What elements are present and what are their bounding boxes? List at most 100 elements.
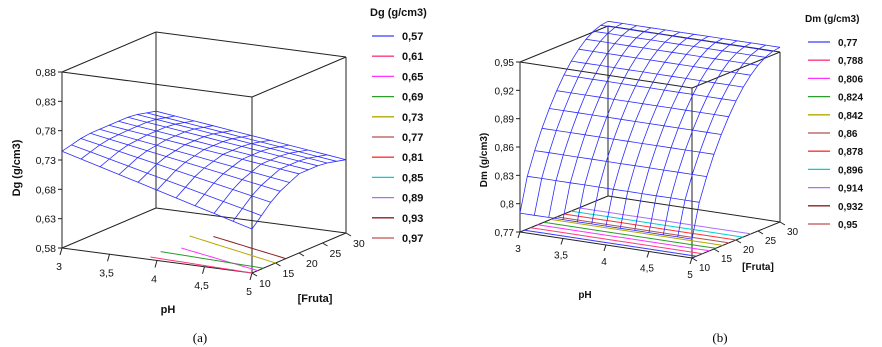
- surface-mesh-line: [562, 27, 652, 220]
- z-tick-label: 0,77: [495, 228, 515, 239]
- z-axis-label-b: Dm (g/cm3): [479, 133, 490, 187]
- z-tick-label: 0,58: [36, 243, 57, 255]
- surface-mesh-line: [578, 48, 751, 76]
- y-tick: [298, 252, 305, 257]
- surface-plot-a: Dg (g/cm3) pH [Fruta] Dg (g/cm3) 0,58 0,6…: [11, 7, 427, 316]
- z-tick-label: 0,73: [36, 155, 57, 167]
- surface-mesh-line: [137, 114, 328, 164]
- x-tick: [202, 266, 205, 274]
- x-tick-label: 5: [246, 286, 252, 298]
- surface-mesh-line: [571, 60, 744, 88]
- box-edge: [519, 61, 693, 89]
- legend-label: 0,86: [838, 129, 858, 140]
- surface-mesh-line: [194, 144, 290, 206]
- box-edge: [155, 31, 347, 58]
- surface-mesh-line: [118, 120, 309, 171]
- contour-line: [524, 229, 697, 257]
- x-tick: [689, 257, 693, 265]
- box-edge: [61, 207, 157, 249]
- x-tick-label: 3,5: [554, 251, 568, 262]
- surface-mesh-line: [146, 112, 337, 162]
- z-tick-label: 0,8: [500, 200, 514, 211]
- z-tick-label: 0,68: [36, 184, 57, 196]
- contour-line: [537, 224, 710, 252]
- contour-line: [189, 235, 276, 264]
- surface-mesh-line: [563, 74, 737, 102]
- surface-mesh-line: [80, 138, 271, 203]
- legend-label: 0,61: [402, 51, 423, 63]
- contour-line: [213, 236, 286, 260]
- y-axis-label-b: [Fruta]: [742, 262, 774, 273]
- y-tick: [251, 272, 258, 277]
- contour-line: [181, 247, 258, 272]
- contour-line: [530, 227, 703, 255]
- z-tick-label: 0,89: [495, 115, 515, 126]
- surface-mesh-line: [519, 212, 693, 240]
- legend-label: 0,878: [838, 147, 863, 158]
- x-tick-label: 4,5: [640, 264, 654, 275]
- surface-mesh-line: [600, 24, 773, 52]
- legend-label: 0,57: [402, 31, 423, 43]
- surface-mesh-line: [548, 25, 637, 218]
- surface-mesh-line: [541, 127, 715, 155]
- legend-label: 0,95: [838, 220, 858, 231]
- legend-label: 0,85: [402, 172, 423, 184]
- surface-mesh-line: [90, 132, 281, 192]
- y-tick-label: 15: [721, 254, 733, 265]
- surface-mesh-line: [585, 38, 759, 66]
- x-tick-label: 3: [515, 244, 521, 255]
- surface-mesh-line: [155, 110, 347, 161]
- surface-mesh-line: [61, 150, 253, 230]
- y-tick-label: 20: [306, 258, 318, 270]
- legend-label: 0,824: [838, 93, 863, 104]
- y-tick: [779, 221, 786, 226]
- box-edge: [519, 25, 609, 63]
- x-tick-label: 4,5: [194, 280, 209, 292]
- x-tick: [603, 244, 607, 252]
- surface-mesh-line: [549, 108, 722, 135]
- surface-plot-b: Dm (g/cm3) pH [Fruta] Dm (g/cm3) 0,77 0,8…: [479, 14, 863, 301]
- z-tick-label: 0,63: [36, 214, 57, 226]
- legend-label: 0,81: [402, 152, 423, 164]
- y-tick: [322, 242, 328, 247]
- x-tick: [107, 254, 110, 262]
- y-tick-label: 20: [743, 245, 755, 256]
- y-tick-label: 30: [353, 238, 365, 250]
- z-tick-label: 0,92: [495, 86, 515, 97]
- legend-title-a: Dg (g/cm3): [370, 7, 427, 19]
- surface-mesh-line: [251, 159, 347, 230]
- legend-label: 0,69: [402, 92, 423, 104]
- legend-label: 0,65: [402, 71, 423, 83]
- surface-mesh-line: [108, 124, 300, 175]
- x-tick-label: 4: [151, 274, 157, 286]
- surface-mesh-line: [534, 150, 707, 177]
- surface-mesh-line: [607, 20, 781, 48]
- box-edge: [61, 71, 253, 98]
- surface-mesh-line: [519, 20, 609, 214]
- legend-label: 0,77: [838, 38, 858, 49]
- contour-line: [160, 251, 264, 269]
- x-axis-label-b: pH: [578, 290, 591, 301]
- surface-mesh-line: [593, 30, 766, 58]
- x-tick-label: 3,5: [99, 267, 114, 279]
- y-tick-label: 15: [283, 268, 295, 280]
- box-edge: [691, 51, 781, 89]
- legend-label: 0,842: [838, 111, 863, 122]
- y-axis-label-a: [Fruta]: [298, 293, 333, 305]
- y-tick-label: 10: [259, 278, 271, 290]
- legend-label: 0,896: [838, 165, 863, 176]
- y-tick-label: 25: [765, 236, 777, 247]
- legend-label: 0,97: [402, 233, 423, 245]
- legend-title-b: Dm (g/cm3): [805, 14, 859, 25]
- x-tick-label: 3: [56, 261, 62, 273]
- y-tick: [345, 232, 352, 237]
- z-tick-label: 0,83: [495, 171, 515, 182]
- box-edge: [251, 56, 347, 98]
- surface-mesh-line: [61, 110, 157, 152]
- y-tick: [275, 262, 281, 267]
- legend-label: 0,73: [402, 112, 423, 124]
- legend-label: 0,914: [838, 184, 863, 195]
- x-tick: [154, 260, 158, 268]
- surface-mesh-line: [127, 116, 318, 167]
